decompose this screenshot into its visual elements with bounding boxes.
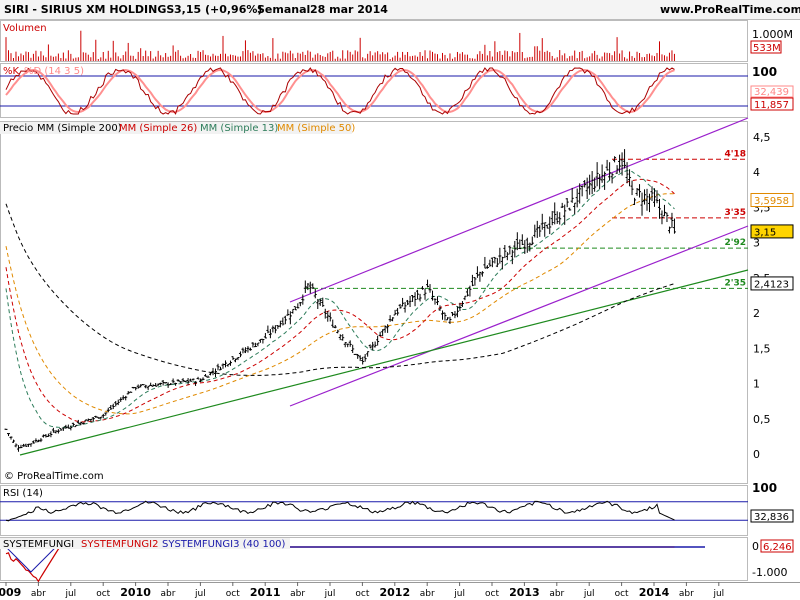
rsi-tick-100: 100 bbox=[752, 481, 777, 495]
price-y-tick: 3 bbox=[753, 237, 760, 250]
x-tick-label: jul bbox=[583, 589, 595, 599]
x-tick-label: 2012 bbox=[379, 586, 410, 599]
x-tick-label: jul bbox=[712, 589, 724, 599]
stoch-d-line bbox=[5, 68, 675, 114]
price-value-badge-text: 3,5958 bbox=[754, 196, 789, 207]
x-tick-label: 2009 bbox=[0, 586, 21, 599]
x-tick-label: jul bbox=[194, 589, 206, 599]
stoch-tick-100: 100 bbox=[752, 65, 777, 79]
fungi2-legend: SYSTEMFUNGI2 bbox=[81, 539, 158, 550]
x-tick-label: abr bbox=[420, 589, 435, 599]
watermark: © ProRealTime.com bbox=[4, 471, 104, 482]
channel-lower-line bbox=[289, 225, 749, 407]
fungi-tick-neg1000: -1.000 bbox=[752, 566, 787, 579]
x-tick-label: oct bbox=[615, 589, 629, 599]
site-link[interactable]: www.ProRealTime.com bbox=[660, 3, 800, 16]
mm50-line bbox=[5, 193, 675, 415]
fungi-value-badge bbox=[760, 539, 794, 553]
level-label: 2'35 bbox=[724, 278, 746, 288]
mm200-line bbox=[5, 203, 675, 376]
price-value-badge-text: 2,4123 bbox=[754, 279, 789, 290]
x-tick-label: oct bbox=[226, 589, 240, 599]
volume-value-badge-text: 533M bbox=[753, 43, 781, 54]
price-y-tick: 2 bbox=[753, 307, 760, 320]
x-tick-label: jul bbox=[453, 589, 465, 599]
stoch-d-badge-text: 32,439 bbox=[754, 87, 789, 98]
stoch-k-badge-text: 11,857 bbox=[754, 100, 789, 111]
level-label: 3'35 bbox=[724, 208, 746, 218]
level-label: 2'92 bbox=[724, 238, 746, 248]
price-y-tick: 0 bbox=[753, 448, 760, 461]
x-tick-label: 2013 bbox=[509, 586, 540, 599]
fungi-legend-bar bbox=[0, 538, 290, 549]
price-y-tick: 0,5 bbox=[753, 413, 771, 426]
price-y-tick: 1 bbox=[753, 378, 760, 391]
x-tick-label: oct bbox=[96, 589, 110, 599]
stoch-k-line bbox=[5, 67, 675, 115]
chart-header: SIRI - SIRIUS XM HOLDINGS 3,15 (+0,96%) … bbox=[0, 0, 800, 20]
stoch-d-badge bbox=[750, 85, 794, 98]
price-y-tick: 4 bbox=[753, 166, 760, 179]
x-tick-label: 2010 bbox=[120, 586, 151, 599]
x-tick-label: abr bbox=[290, 589, 305, 599]
mm26-line bbox=[5, 178, 675, 423]
price-legend-bar bbox=[0, 122, 352, 134]
stoch-k-badge bbox=[750, 97, 794, 111]
mm200-legend: MM (Simple 200) bbox=[37, 123, 122, 134]
rsi-line bbox=[5, 500, 675, 522]
x-tick-label: oct bbox=[355, 589, 369, 599]
mm13-line bbox=[5, 169, 675, 428]
stoch-k-legend: %K bbox=[3, 66, 20, 77]
price-y-tick: 4,5 bbox=[753, 131, 771, 144]
mm26-legend: MM (Simple 26) bbox=[119, 123, 197, 134]
stoch-d-legend: %D (14 3 5) bbox=[24, 66, 84, 77]
price-change: 3,15 (+0,96%) bbox=[174, 3, 263, 16]
fungi-legend: SYSTEMFUNGI bbox=[3, 539, 74, 550]
volume-panel-title: Volumen bbox=[3, 23, 47, 34]
fungi3-legend: SYSTEMFUNGI3 (40 100) bbox=[162, 539, 286, 550]
x-tick-label: abr bbox=[31, 589, 46, 599]
rsi-value-badge bbox=[750, 509, 794, 523]
price-value-badge-text: 3,15 bbox=[754, 227, 776, 238]
systemfungi-panel bbox=[0, 537, 748, 581]
date-label: 28 mar 2014 bbox=[310, 3, 388, 16]
price-panel bbox=[0, 121, 748, 484]
fungi-value-badge-text: 6,246 bbox=[763, 542, 792, 553]
rsi-value-badge-text: 32,836 bbox=[754, 512, 789, 523]
price-panel-title: Precio bbox=[3, 123, 33, 134]
x-tick-label: abr bbox=[161, 589, 176, 599]
x-tick-label: 2011 bbox=[250, 586, 281, 599]
price-value-badge bbox=[750, 224, 794, 239]
x-tick-label: abr bbox=[549, 589, 564, 599]
level-label: 4'18 bbox=[724, 149, 746, 159]
x-tick-label: abr bbox=[679, 589, 694, 599]
price-y-tick: 1,5 bbox=[753, 342, 771, 355]
mm13-legend: MM (Simple 13) bbox=[200, 123, 278, 134]
mm50-legend: MM (Simple 50) bbox=[277, 123, 355, 134]
symbol-title: SIRI - SIRIUS XM HOLDINGS bbox=[4, 3, 175, 16]
x-tick-label: jul bbox=[324, 589, 336, 599]
x-tick-label: oct bbox=[485, 589, 499, 599]
channel-upper-line bbox=[289, 117, 749, 303]
volume-value-badge bbox=[750, 40, 782, 54]
price-value-badge bbox=[750, 192, 794, 207]
volume-tick-1000m: 1.000M bbox=[752, 28, 793, 41]
volume-panel bbox=[0, 20, 748, 62]
period-label: Semanal bbox=[257, 3, 311, 16]
x-tick-label: 2014 bbox=[639, 586, 670, 599]
x-tick-label: jul bbox=[64, 589, 76, 599]
price-value-badge bbox=[750, 276, 794, 291]
rsi-panel-title: RSI (14) bbox=[3, 488, 43, 499]
fungi-tick-0: 0 bbox=[752, 540, 759, 553]
